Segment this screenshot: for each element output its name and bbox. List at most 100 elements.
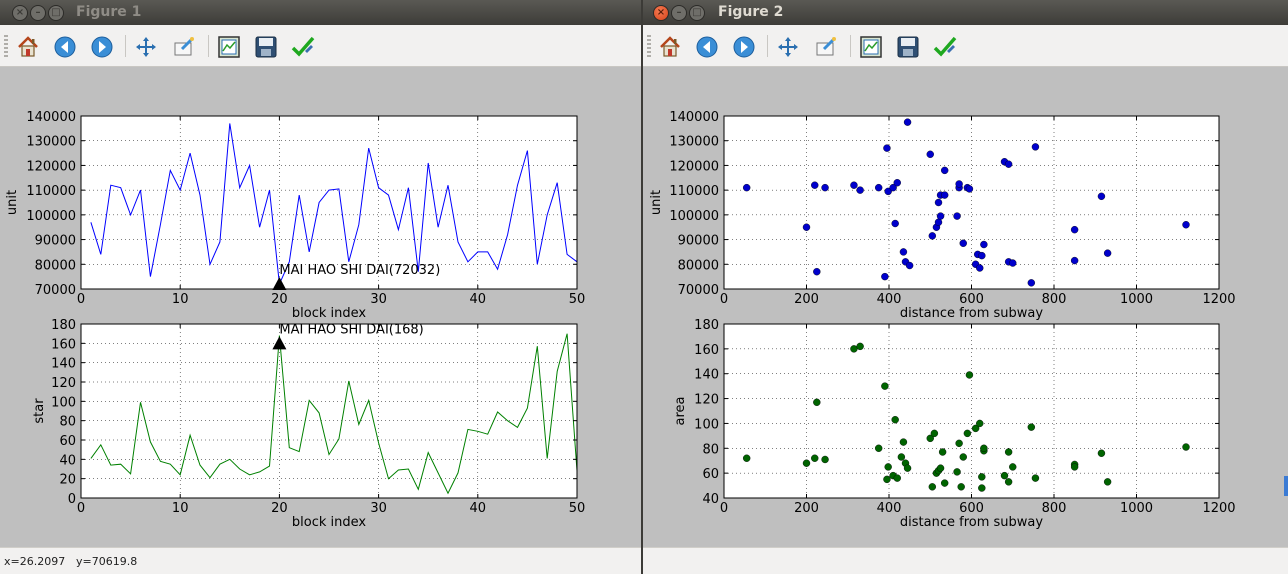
scatter-point (940, 191, 949, 199)
scatter-point (1103, 478, 1112, 486)
y-tick-label: 80000 (35, 258, 76, 273)
axes-frame (80, 323, 578, 499)
scatter-point (1103, 249, 1112, 257)
y-tick-label: 160 (51, 337, 76, 352)
scatter-point (1070, 256, 1079, 265)
scatter-point (1004, 160, 1013, 168)
y-tick-label: 70000 (35, 283, 76, 298)
y-tick-label: 120 (694, 393, 719, 408)
scatter-point (811, 181, 819, 189)
annotation-label: MAI HAO SHI DAI(72032) (279, 263, 440, 278)
back-button[interactable] (695, 35, 719, 59)
scatter-point (891, 219, 899, 228)
figure-canvas[interactable]: 0 10 20 30 40 50 70000 80000 90000 100000 110000 12… (0, 67, 641, 574)
x-tick-label: 0 (77, 501, 85, 516)
pan-button[interactable] (776, 35, 800, 59)
toolbar-handle[interactable] (4, 35, 8, 57)
x-tick-label: 200 (794, 292, 819, 307)
edit-button[interactable] (291, 35, 315, 59)
close-icon[interactable]: × (12, 5, 28, 21)
subplots-button[interactable] (859, 35, 883, 59)
back-button[interactable] (53, 35, 77, 59)
scatter-point (742, 183, 751, 192)
y-tick-label: 110000 (669, 184, 719, 199)
maximize-icon[interactable]: □ (689, 5, 705, 21)
scatter-point (926, 434, 934, 443)
forward-button[interactable] (90, 35, 114, 59)
close-icon[interactable]: × (653, 5, 669, 21)
scatter-point (926, 150, 934, 159)
scatter-point (850, 181, 858, 189)
edit-button[interactable] (933, 35, 957, 59)
x-tick-label: 800 (1042, 292, 1067, 307)
scatter-point (893, 179, 901, 187)
x-axis-label: block index (292, 306, 366, 321)
window-title: Figure 1 (76, 4, 142, 20)
edit-icon (291, 36, 315, 57)
x-tick-label: 40 (470, 292, 487, 307)
scatter-point (802, 459, 811, 467)
y-tick-label: 140 (694, 368, 719, 383)
zoom-button[interactable] (172, 35, 196, 59)
scatter-point (856, 186, 864, 194)
scatter-point (821, 455, 829, 464)
scatter-point (1027, 279, 1036, 287)
pan-button[interactable] (134, 35, 158, 59)
window-edge-indicator (1284, 476, 1288, 496)
y-axis-label: unit (5, 190, 20, 215)
chart-0: 0 10 20 30 40 50 70000 80000 90000 100000 110000 12… (5, 110, 585, 321)
axes-background (81, 116, 577, 289)
plot-area[interactable]: 0 200 400 600 800 1000 12007000080000900001000… (643, 67, 1288, 548)
home-icon (660, 36, 680, 57)
minimize-icon[interactable]: – (671, 5, 687, 21)
toolbar-handle[interactable] (647, 35, 651, 57)
save-button[interactable] (896, 35, 920, 59)
x-tick-label: 600 (959, 292, 984, 307)
y-tick-label: 100 (51, 395, 76, 410)
pan-icon (136, 37, 156, 57)
forward-button[interactable] (732, 35, 756, 59)
y-tick-label: 60 (59, 434, 76, 449)
y-tick-label: 180 (694, 318, 719, 333)
scatter-point (934, 198, 943, 207)
y-tick-label: 40 (59, 453, 76, 468)
scatter-point (903, 464, 912, 472)
home-button[interactable] (16, 35, 40, 59)
scatter-point (978, 484, 986, 492)
scatter-point (978, 473, 986, 481)
figure-window-2: × – □ Figure 2 0 200 400 600 800 1000 1200 7000… (643, 0, 1288, 574)
x-tick-label: 1000 (1120, 501, 1153, 516)
scatter-point (1031, 474, 1040, 482)
figure-canvas[interactable]: 0 200 400 600 800 1000 1200 70000 80000 90000 1000… (643, 67, 1288, 574)
axes-background (724, 324, 1219, 498)
save-button[interactable] (254, 35, 278, 59)
x-tick-label: 1200 (1202, 292, 1235, 307)
scatter-point (1004, 478, 1013, 486)
window-titlebar[interactable]: × – □ Figure 1 (0, 0, 641, 25)
scatter-point (930, 429, 939, 438)
minimize-icon[interactable]: – (30, 5, 46, 21)
cursor-x-readout: x=26.2097 (4, 555, 66, 568)
zoom-button[interactable] (814, 35, 838, 59)
window-titlebar[interactable]: × – □ Figure 2 (643, 0, 1288, 25)
scatter-point (891, 416, 899, 424)
maximize-icon[interactable]: □ (48, 5, 64, 21)
save-icon (897, 36, 919, 58)
y-tick-label: 20 (59, 473, 76, 488)
x-tick-label: 10 (172, 501, 189, 516)
edit-icon (933, 36, 957, 57)
plot-area[interactable]: 0 10 20 30 40 50 70000 80000 90000 100000 110000 12… (0, 67, 641, 548)
y-tick-label: 70000 (678, 283, 719, 298)
y-tick-label: 180 (51, 318, 76, 333)
pan-icon (778, 37, 798, 57)
y-tick-label: 100 (694, 417, 719, 432)
annotation-arrow (272, 336, 287, 350)
subplots-button[interactable] (217, 35, 241, 59)
y-tick-label: 130000 (26, 135, 76, 150)
zoom-icon (816, 37, 836, 56)
y-tick-label: 90000 (35, 234, 76, 249)
x-tick-label: 0 (720, 501, 728, 516)
scatter-point (821, 183, 829, 192)
y-tick-label: 140000 (26, 110, 76, 125)
home-button[interactable] (658, 35, 682, 59)
